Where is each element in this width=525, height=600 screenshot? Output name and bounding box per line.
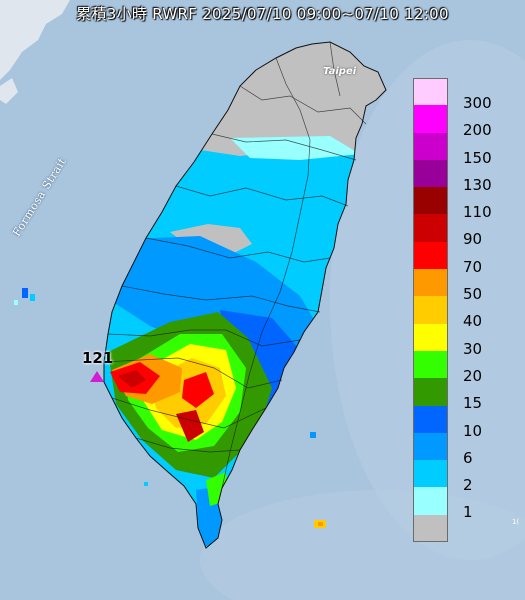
rain-red-inland xyxy=(182,372,214,408)
legend-label: 30 xyxy=(463,339,483,358)
legend-row: 90 xyxy=(413,214,521,248)
legend-row: 50 xyxy=(413,269,521,303)
legend-label: 2 xyxy=(463,476,473,495)
legend-row: 110 xyxy=(413,187,521,221)
legend-row: 130 xyxy=(413,159,521,194)
city-label: Taipei xyxy=(323,66,357,77)
penghu-islands xyxy=(14,288,35,305)
legend-swatch xyxy=(413,269,448,297)
rain-dark-red xyxy=(118,370,146,388)
legend-row xyxy=(413,514,521,543)
china-coast xyxy=(0,0,70,80)
corner-fragment: 1( xyxy=(512,518,520,526)
legend-label: 300 xyxy=(463,94,492,112)
legend-label: 40 xyxy=(463,312,483,331)
legend-swatch xyxy=(413,159,448,188)
legend-row: 10 xyxy=(413,405,521,440)
station-triangle-marker xyxy=(90,371,104,382)
legend-label: 20 xyxy=(463,366,483,385)
legend-row: 1 xyxy=(413,487,521,521)
legend-row: 150 xyxy=(413,132,521,167)
legend-swatch xyxy=(413,132,448,160)
legend-label: 15 xyxy=(463,394,483,413)
legend-row: 70 xyxy=(413,241,521,276)
county-boundaries xyxy=(103,41,367,489)
legend-row: 30 xyxy=(413,323,521,358)
rainfall-legend: 300 200 150 130 110 90 70 50 40 30 20 15… xyxy=(413,78,521,543)
legend-row: 40 xyxy=(413,296,521,330)
map-title: 累積3小時 RWRF 2025/07/10 09:00~07/10 12:00 xyxy=(76,5,449,23)
legend-label: 10 xyxy=(463,421,483,440)
offshore-rain-cell xyxy=(144,482,148,486)
legend-swatch xyxy=(413,405,448,433)
legend-label: 70 xyxy=(463,257,483,276)
legend-row: 6 xyxy=(413,432,521,467)
rain-light-north xyxy=(230,136,360,160)
legend-label: 200 xyxy=(463,121,492,140)
legend-label: 90 xyxy=(463,230,483,249)
taiwan-coastline xyxy=(103,41,387,549)
legend-swatch xyxy=(413,214,448,242)
green-island xyxy=(310,432,316,438)
legend-swatch xyxy=(413,296,448,324)
legend-swatch xyxy=(413,323,448,351)
legend-row: 2 xyxy=(413,460,521,494)
rain-none-central xyxy=(170,224,252,256)
legend-label: 1 xyxy=(463,503,473,522)
legend-swatch xyxy=(413,487,448,515)
legend-swatch xyxy=(413,78,448,106)
legend-label: 50 xyxy=(463,285,483,304)
legend-swatch xyxy=(413,187,448,215)
legend-swatch xyxy=(413,514,448,543)
legend-swatch xyxy=(413,241,448,270)
legend-swatch xyxy=(413,105,448,133)
legend-row: 15 xyxy=(413,378,521,412)
legend-swatch xyxy=(413,350,448,379)
legend-swatch xyxy=(413,432,448,461)
station-number: 121 xyxy=(82,349,114,367)
legend-row: 20 xyxy=(413,350,521,385)
legend-label: 110 xyxy=(463,203,492,222)
legend-label: 6 xyxy=(463,448,473,467)
orchid-island xyxy=(314,520,326,528)
legend-label: 130 xyxy=(463,175,492,194)
legend-label: 150 xyxy=(463,148,492,167)
legend-row: 200 xyxy=(413,105,521,139)
legend-swatch xyxy=(413,378,448,406)
china-coast-detail xyxy=(0,78,18,104)
legend-row: 300 xyxy=(413,78,521,112)
legend-swatch xyxy=(413,460,448,488)
